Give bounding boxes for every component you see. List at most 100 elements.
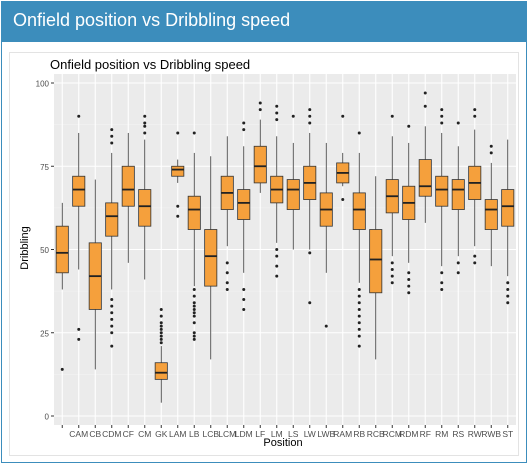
x-tick-label: LCB: [202, 429, 219, 439]
x-tick-label: CF: [123, 429, 134, 439]
outlier-point: [324, 324, 328, 328]
outlier-point: [110, 134, 114, 138]
outlier-point: [357, 321, 361, 325]
outlier-point: [506, 294, 510, 298]
outlier-point: [77, 337, 81, 341]
x-tick-label: RDM: [399, 429, 418, 439]
x-tick-label: LWB: [317, 429, 335, 439]
outlier-point: [110, 128, 114, 132]
outlier-point: [341, 114, 345, 118]
outlier-point: [242, 297, 246, 301]
outlier-point: [506, 287, 510, 291]
outlier-point: [159, 307, 163, 311]
box-CM: [138, 114, 152, 280]
outlier-point: [192, 321, 196, 325]
y-tick-label: 75: [40, 163, 49, 172]
outlier-point: [440, 287, 444, 291]
outlier-point: [390, 274, 394, 278]
outlier-point: [110, 331, 114, 335]
outlier-point: [440, 114, 444, 118]
outlier-point: [440, 121, 444, 125]
outlier-point: [489, 144, 493, 148]
outlier-point: [456, 261, 460, 265]
x-tick-label: LW: [304, 429, 316, 439]
x-tick-label: LDM: [235, 429, 253, 439]
outlier-point: [423, 91, 427, 95]
x-axis-title: Position: [263, 437, 302, 449]
outlier-point: [225, 261, 229, 265]
outlier-point: [341, 198, 345, 202]
box-body: [105, 202, 119, 237]
box-series: [55, 91, 515, 403]
outlier-point: [390, 281, 394, 285]
box-RAM: [336, 114, 350, 202]
outlier-point: [143, 114, 147, 118]
outlier-point: [440, 271, 444, 275]
x-tick-label: CDM: [102, 429, 121, 439]
x-tick-label: RS: [452, 429, 464, 439]
box-CB: [88, 179, 102, 370]
outlier-point: [110, 344, 114, 348]
outlier-point: [192, 301, 196, 305]
x-tick-label: RW: [468, 429, 482, 439]
outlier-point: [407, 291, 411, 295]
y-tick-label: 100: [36, 80, 50, 89]
box-LAM: [171, 131, 185, 218]
box-body: [171, 165, 185, 177]
box-body: [451, 179, 465, 210]
box-RB: [352, 131, 366, 348]
box-CDM: [105, 128, 119, 348]
outlier-point: [258, 108, 262, 112]
box-body: [55, 225, 69, 274]
outlier-point: [456, 271, 460, 275]
outlier-point: [159, 327, 163, 331]
outlier-point: [110, 304, 114, 308]
outlier-point: [110, 141, 114, 145]
outlier-point: [473, 108, 477, 112]
box-body: [253, 145, 267, 184]
x-tick-label: LCM: [218, 429, 236, 439]
outlier-point: [456, 121, 460, 125]
outlier-point: [357, 294, 361, 298]
box-LB: [187, 131, 201, 341]
outlier-point: [357, 307, 361, 311]
outlier-point: [192, 334, 196, 338]
outlier-point: [192, 314, 196, 318]
outlier-point: [77, 114, 81, 118]
x-tick-label: RCM: [383, 429, 402, 439]
box-CF: [121, 132, 135, 263]
outlier-point: [242, 307, 246, 311]
box-body: [138, 189, 152, 227]
outlier-point: [192, 304, 196, 308]
x-tick-label: RAM: [333, 429, 352, 439]
outlier-point: [357, 314, 361, 318]
x-tick-label: GK: [155, 429, 168, 439]
outlier-point: [440, 108, 444, 112]
outlier-point: [159, 331, 163, 335]
outlier-point: [60, 367, 64, 371]
panel-header: Onfield position vs Dribbling speed: [2, 2, 526, 42]
outlier-point: [473, 261, 477, 265]
outlier-point: [176, 214, 180, 218]
outlier-point: [407, 271, 411, 275]
x-tick-label: RM: [435, 429, 448, 439]
x-tick-label: RF: [420, 429, 431, 439]
box-body: [121, 165, 135, 207]
box-body: [435, 175, 449, 207]
outlier-point: [308, 121, 312, 125]
box-GK: [154, 307, 168, 403]
outlier-point: [77, 327, 81, 331]
outlier-point: [506, 301, 510, 305]
x-tick-label: LS: [288, 429, 299, 439]
box-body: [484, 199, 498, 230]
outlier-point: [308, 114, 312, 118]
outlier-point: [308, 251, 312, 255]
box-RDM: [402, 124, 416, 295]
outlier-point: [291, 114, 295, 118]
box-RCB: [369, 176, 383, 360]
box-blank: [55, 202, 69, 371]
outlier-point: [407, 277, 411, 281]
outlier-point: [473, 114, 477, 118]
